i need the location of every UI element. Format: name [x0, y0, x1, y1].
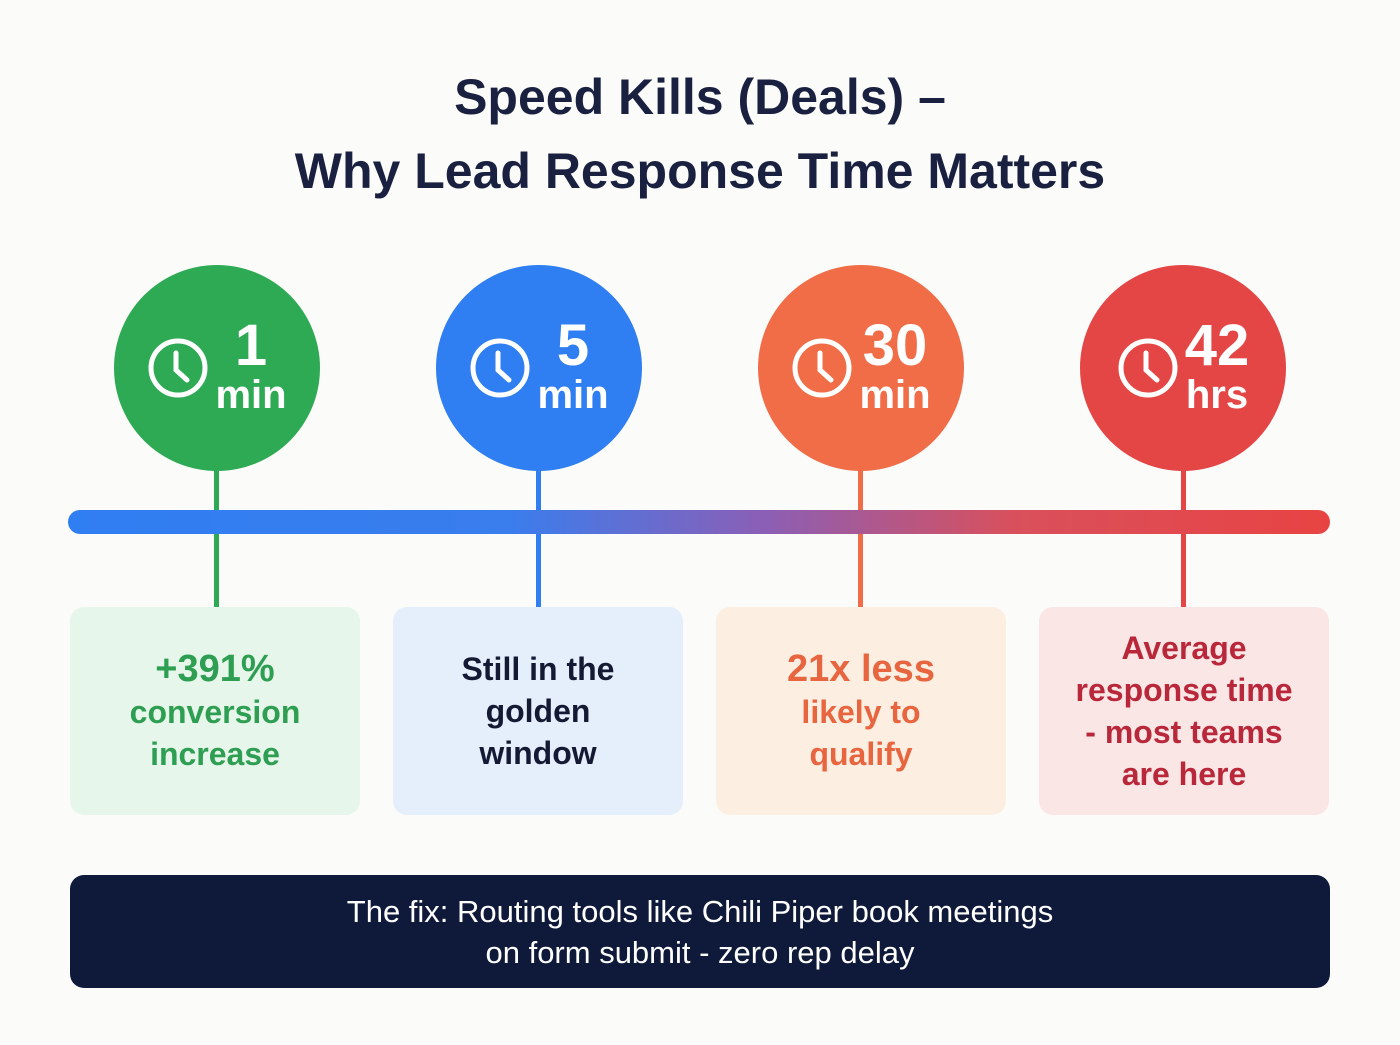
card-text: Average [1121, 630, 1247, 666]
page-title: Speed Kills (Deals) – Why Lead Response … [0, 60, 1400, 208]
stat-card-1min: +391% conversion increase [70, 607, 360, 815]
time-unit: min [859, 373, 931, 417]
clock-icon [792, 338, 852, 398]
time-unit: hrs [1185, 373, 1249, 417]
card-text: qualify [809, 736, 913, 772]
clock-icon [148, 338, 208, 398]
card-text: likely to [801, 694, 921, 730]
card-text: response time [1075, 672, 1293, 708]
clock-icon [470, 338, 530, 398]
banner-line-1: The fix: Routing tools like Chili Piper … [346, 893, 1054, 929]
time-value: 42 [1184, 313, 1250, 378]
milestone-circle-5min: 5 min [436, 265, 642, 471]
card-headline: 21x less [787, 648, 935, 690]
card-text: Still in the [461, 651, 615, 687]
card-text: window [479, 735, 597, 771]
time-value: 30 [862, 313, 928, 378]
stem-4 [1181, 465, 1186, 607]
card-headline: +391% [155, 648, 275, 690]
banner-line-2: on form submit - zero rep delay [485, 934, 915, 970]
milestone-circle-30min: 30 min [758, 265, 964, 471]
card-text: are here [1121, 756, 1247, 792]
stat-card-30min: 21x less likely to qualify [716, 607, 1006, 815]
card-text: increase [150, 736, 280, 772]
stem-2 [536, 465, 541, 607]
card-text: golden [485, 693, 591, 729]
card-text: conversion [129, 694, 301, 730]
time-unit: min [215, 373, 287, 417]
clock-icon [1118, 338, 1178, 398]
time-unit: min [537, 373, 609, 417]
fix-banner: The fix: Routing tools like Chili Piper … [70, 875, 1330, 988]
milestone-circle-42hrs: 42 hrs [1080, 265, 1286, 471]
timeline-bar [68, 510, 1330, 534]
time-value: 1 [234, 313, 268, 378]
stem-1 [214, 465, 219, 607]
time-value: 5 [556, 313, 590, 378]
title-line-1: Speed Kills (Deals) – [454, 69, 946, 125]
stem-3 [858, 465, 863, 607]
stat-card-5min: Still in the golden window [393, 607, 683, 815]
card-text: - most teams [1085, 714, 1283, 750]
milestone-circle-1min: 1 min [114, 265, 320, 471]
title-line-2: Why Lead Response Time Matters [294, 143, 1106, 199]
stat-card-42hrs: Average response time - most teams are h… [1039, 607, 1329, 815]
